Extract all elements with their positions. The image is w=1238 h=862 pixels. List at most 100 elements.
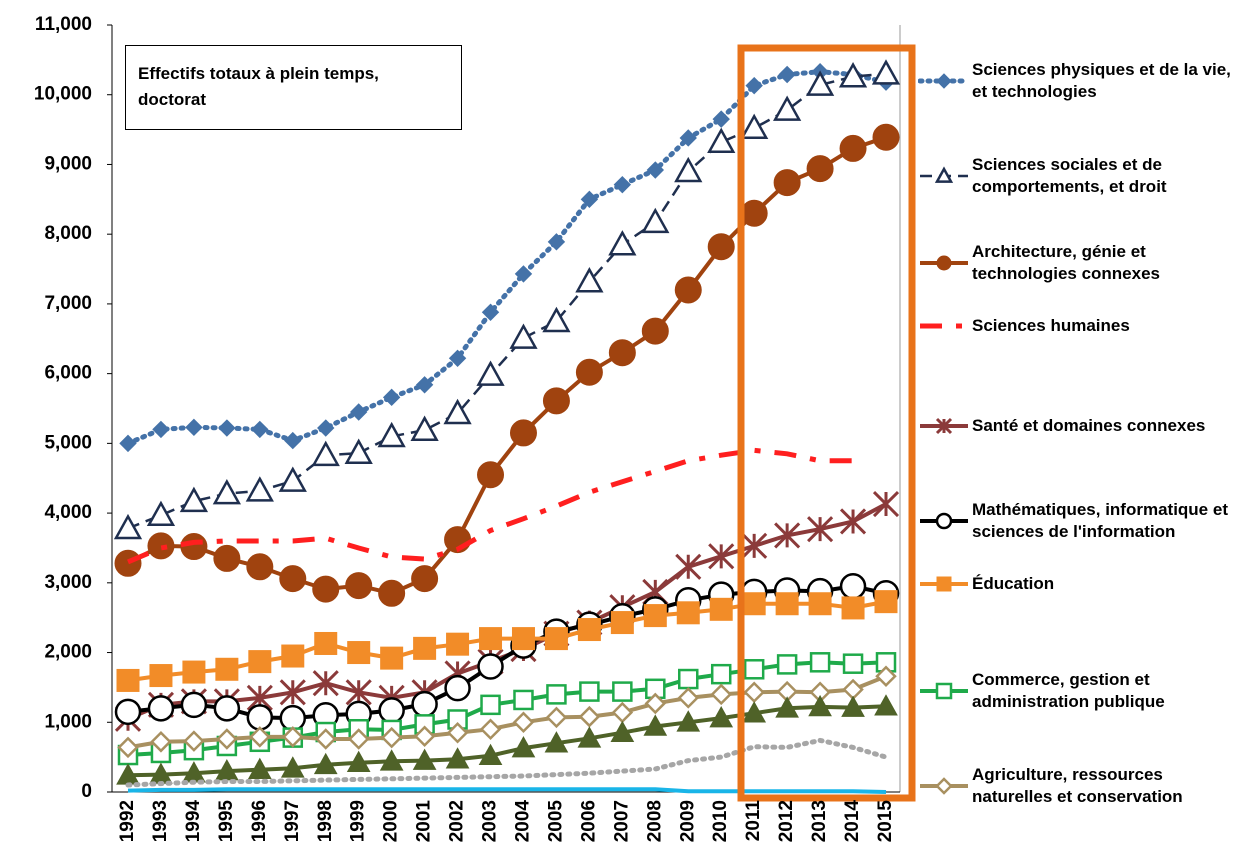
marker (875, 665, 897, 688)
marker (674, 156, 703, 183)
y-tick-label: 11,000 (35, 14, 92, 35)
marker (775, 696, 799, 718)
marker (806, 155, 834, 183)
marker (180, 533, 208, 561)
x-tick-label: 2003 (480, 800, 501, 842)
legend-label: Éducation (972, 574, 1055, 593)
marker (246, 553, 274, 581)
marker (446, 721, 469, 744)
marker (676, 710, 701, 732)
marker (842, 653, 864, 674)
marker (246, 704, 274, 731)
marker (114, 549, 142, 577)
legend-item: Architecture, génie et technologies conn… (918, 241, 1238, 285)
marker (741, 532, 768, 559)
marker (679, 129, 697, 147)
marker (150, 731, 172, 753)
marker (377, 421, 406, 448)
marks (113, 59, 901, 794)
marker (477, 461, 505, 489)
legend-label: Mathématiques, informatique et sciences … (972, 500, 1228, 541)
marker (182, 660, 206, 684)
highlight-box (737, 44, 916, 802)
legend-swatch (920, 166, 968, 183)
marker (347, 641, 371, 665)
marker (544, 627, 568, 651)
marker (444, 674, 471, 702)
marker (805, 70, 835, 96)
x-tick-label: 1998 (315, 800, 336, 842)
marker (712, 110, 730, 128)
marker (936, 255, 952, 271)
marker (774, 522, 801, 549)
legend-label: Architecture, génie et technologies conn… (972, 242, 1160, 283)
marker (546, 684, 567, 705)
x-tick-label: 2000 (381, 800, 402, 842)
marker (874, 694, 898, 716)
marker (443, 398, 472, 425)
marker (179, 486, 209, 513)
marker (874, 590, 898, 614)
marker (936, 576, 952, 592)
legend-swatch (920, 255, 968, 271)
marker (378, 697, 405, 724)
marker (644, 692, 667, 715)
marker (415, 376, 434, 394)
marker (643, 604, 667, 628)
marker (183, 730, 205, 752)
series-line (127, 704, 887, 778)
legend-swatch (918, 73, 970, 89)
marker (314, 631, 338, 655)
marker (745, 76, 763, 95)
marker (213, 695, 241, 722)
x-tick-label: 2008 (644, 800, 665, 842)
x-tick-label: 2015 (875, 800, 896, 843)
marker (743, 681, 765, 704)
marker (116, 668, 140, 692)
marker (610, 720, 635, 743)
marker (216, 728, 238, 750)
marker (446, 632, 470, 656)
marker (676, 601, 700, 625)
marker (312, 575, 340, 603)
marker (311, 440, 340, 467)
marker (872, 123, 900, 151)
marker (278, 466, 307, 492)
marker (218, 419, 236, 437)
x-tick-label: 2014 (842, 800, 863, 843)
marker (280, 756, 305, 778)
marker (775, 592, 799, 616)
marker (117, 736, 139, 759)
marker (114, 698, 142, 726)
marker (708, 543, 735, 570)
marker (544, 731, 569, 753)
marker (480, 694, 501, 716)
marker (871, 59, 901, 85)
marker (740, 199, 768, 227)
x-tick-label: 1994 (183, 800, 204, 843)
marker (344, 438, 373, 464)
marker (613, 175, 632, 194)
marker (152, 420, 170, 439)
marker (707, 233, 735, 261)
marker (709, 597, 733, 621)
legend-label: Sciences physiques et de la vie, et tech… (972, 60, 1231, 101)
legend-item: Éducation (918, 572, 1238, 596)
legend-item: Santé et domaines connexes (918, 414, 1238, 438)
marker (641, 317, 669, 345)
marker (251, 420, 269, 439)
marker (281, 644, 305, 668)
marker (773, 169, 801, 197)
marker (212, 478, 241, 505)
marker (412, 748, 437, 770)
x-tick-label: 2005 (545, 800, 566, 843)
marker (839, 508, 867, 535)
marker (345, 572, 373, 600)
marker (839, 573, 867, 600)
marker (643, 714, 668, 736)
marker (314, 728, 337, 750)
marker (608, 230, 637, 256)
legend-item: Agriculture, ressources naturelles et co… (918, 764, 1238, 808)
marker (578, 705, 601, 728)
legend-swatch (920, 576, 968, 592)
